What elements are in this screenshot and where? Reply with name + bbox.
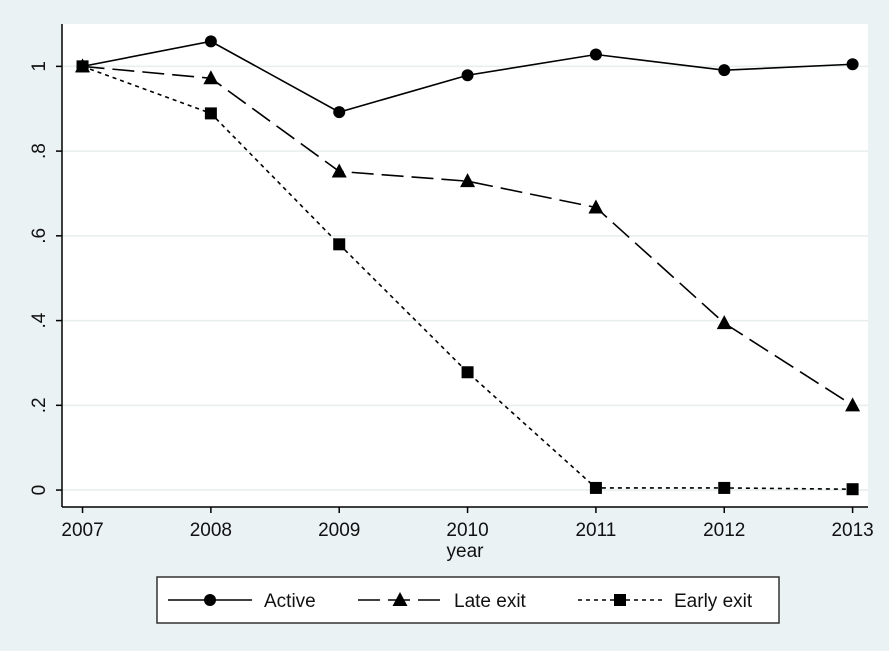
x-tick-label: 2007 [61, 520, 103, 541]
legend-label: Late exit [454, 591, 527, 612]
marker [588, 199, 604, 214]
x-tick-label: 2011 [575, 520, 616, 541]
legend-marker [392, 592, 408, 606]
y-tick-label: 1 [29, 61, 50, 72]
marker [461, 366, 474, 379]
marker [718, 64, 731, 77]
legend-label: Early exit [674, 591, 753, 612]
x-axis-label: year [447, 541, 485, 562]
marker [333, 238, 346, 251]
marker [846, 483, 859, 496]
marker [718, 481, 731, 494]
x-tick-label: 2013 [831, 520, 873, 541]
marker [589, 48, 602, 61]
legend-label: Active [264, 591, 316, 612]
marker [589, 481, 602, 494]
y-tick-label: .4 [29, 312, 50, 328]
marker [76, 60, 89, 73]
legend [156, 576, 780, 624]
marker [333, 106, 346, 119]
y-tick-label: .8 [29, 143, 50, 159]
x-tick-label: 2010 [446, 520, 488, 541]
y-tick-label: .2 [29, 397, 50, 413]
marker [204, 107, 217, 120]
marker [845, 397, 861, 412]
marker [204, 35, 217, 48]
x-tick-label: 2012 [703, 520, 745, 541]
plot-area [62, 24, 868, 507]
marker [331, 163, 347, 178]
marker [716, 315, 732, 330]
y-tick-label: .6 [29, 228, 50, 244]
marker [460, 173, 476, 188]
x-tick-label: 2009 [318, 520, 360, 541]
marker [461, 69, 474, 82]
legend-marker [614, 594, 626, 606]
marker [203, 70, 219, 85]
legend-marker [204, 594, 216, 606]
y-tick-label: 0 [29, 485, 50, 496]
marker [846, 58, 859, 71]
x-tick-label: 2008 [190, 520, 232, 541]
